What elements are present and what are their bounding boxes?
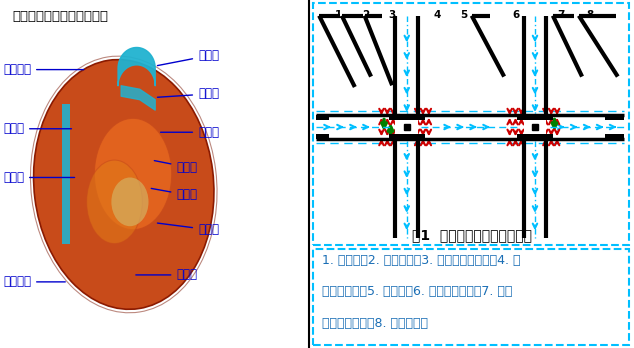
Text: 3: 3: [389, 10, 396, 21]
Ellipse shape: [87, 160, 142, 244]
Text: 上腔静脉: 上腔静脉: [3, 63, 84, 76]
Bar: [517, 115, 553, 120]
Bar: [517, 134, 553, 139]
Bar: [316, 134, 329, 139]
Bar: [389, 134, 425, 139]
Text: 7: 7: [557, 10, 565, 21]
Text: 下腔静脉: 下腔静脉: [3, 275, 65, 288]
Text: 肺动脉: 肺动脉: [157, 87, 219, 101]
Text: 图1  畅通路网基本结构示意图: 图1 畅通路网基本结构示意图: [411, 228, 532, 242]
Text: 房室瓣: 房室瓣: [152, 188, 197, 201]
Text: 8: 8: [586, 10, 594, 21]
FancyBboxPatch shape: [313, 3, 629, 245]
Text: 动脉瓣: 动脉瓣: [154, 160, 197, 174]
Text: 右心室: 右心室: [136, 268, 197, 282]
Text: 如图是人体心脏结构示意图: 如图是人体心脏结构示意图: [13, 10, 108, 23]
Ellipse shape: [34, 60, 214, 309]
Bar: [396, 115, 418, 139]
Bar: [524, 115, 547, 139]
Text: 5: 5: [460, 10, 467, 21]
Bar: [316, 115, 624, 139]
Ellipse shape: [112, 177, 148, 226]
Text: 主动脉: 主动脉: [157, 49, 219, 65]
FancyBboxPatch shape: [313, 249, 629, 345]
Text: 2: 2: [363, 10, 370, 21]
Text: 交通组织区；5. 横干道；6. 右交通组织区；7. 右左: 交通组织区；5. 横干道；6. 右交通组织区；7. 右左: [322, 285, 513, 298]
Text: 1. 主干道；2. 左单行道；3. 左转车辆等待区；4. 左: 1. 主干道；2. 左单行道；3. 左转车辆等待区；4. 左: [322, 254, 521, 267]
Text: 左心室: 左心室: [157, 223, 219, 236]
Bar: [389, 115, 425, 120]
Text: 左心房: 左心房: [160, 126, 219, 139]
Text: 6: 6: [512, 10, 519, 21]
Bar: [605, 115, 624, 120]
Text: 右心房: 右心房: [3, 171, 75, 184]
Text: 1: 1: [335, 10, 342, 21]
Bar: [316, 115, 329, 120]
Text: 转车辆等待区；8. 右单行道。: 转车辆等待区；8. 右单行道。: [322, 317, 429, 330]
Text: 肺静脉: 肺静脉: [3, 122, 72, 135]
Ellipse shape: [94, 118, 172, 230]
Bar: [62, 104, 70, 244]
Bar: [605, 134, 624, 139]
Text: 4: 4: [434, 10, 441, 21]
